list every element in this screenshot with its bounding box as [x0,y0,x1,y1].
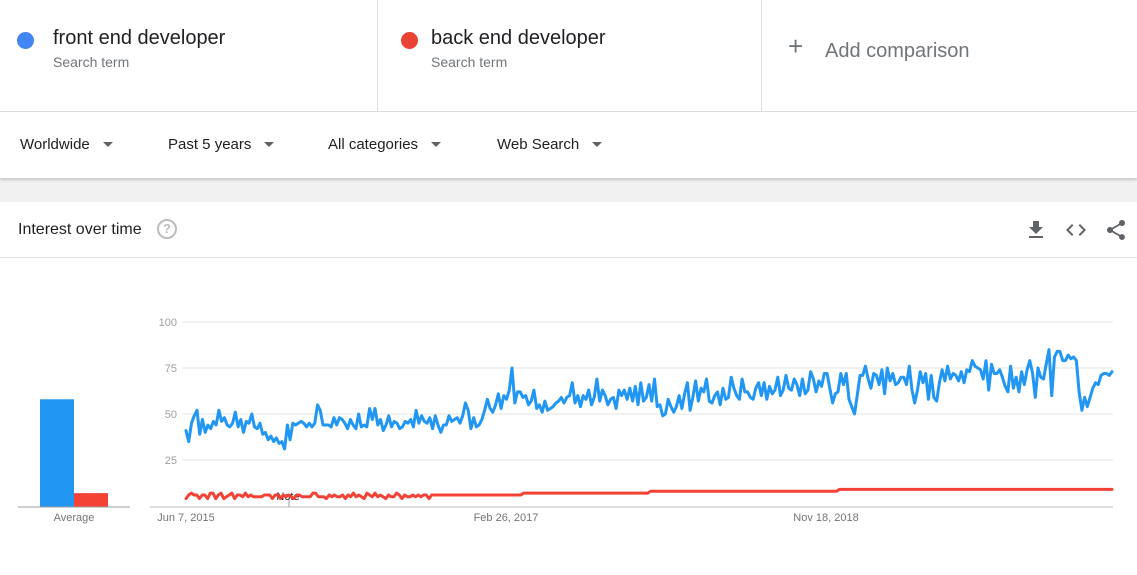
separator-band [0,178,1137,202]
x-tick-label: Jun 7, 2015 [157,512,215,524]
term-name[interactable]: back end developer [431,27,606,49]
card-title: Interest over time [18,221,142,238]
plus-icon: + [788,31,804,61]
help-icon[interactable]: ? [157,219,177,239]
search-type-label: Web Search [497,136,580,153]
term-front-end[interactable]: front end developer Search term [0,0,378,112]
interest-chart: 25 50 75 100 Jun 7, 2015 Feb 26, 2017 Nov 18, … [18,317,1114,524]
term-back-end[interactable]: back end developer Search term [378,0,762,112]
y-tick-label: 75 [165,363,177,375]
average-bar-back-end [74,493,108,507]
time-dropdown[interactable]: Past 5 years [168,136,275,153]
embed-icon[interactable] [1064,218,1088,242]
caret-down-icon [431,142,442,147]
series-color-dot-back [401,32,418,49]
search-type-dropdown[interactable]: Web Search [497,136,603,153]
region-label: Worldwide [20,136,90,153]
caret-down-icon [102,142,113,147]
term-name[interactable]: front end developer [53,27,226,49]
time-label: Past 5 years [168,136,252,153]
series-color-dot-front [17,32,34,49]
card-header: Interest over time ? [0,202,1137,258]
term-sub: Search term [431,54,508,70]
caret-down-icon [264,142,275,147]
x-tick-label: Nov 18, 2018 [793,512,858,524]
category-dropdown[interactable]: All categories [328,136,442,153]
series-line-front-end [184,348,1114,451]
y-tick-label: 25 [165,455,177,467]
x-tick-label: Feb 26, 2017 [474,512,539,524]
comparison-bar: front end developer Search term back end… [0,0,1137,112]
download-icon[interactable] [1024,218,1048,242]
series-line-back-end [184,487,1114,501]
share-icon[interactable] [1104,218,1128,242]
filter-bar: Worldwide Past 5 years All categories We… [0,112,1137,178]
interest-over-time-card: Interest over time ? 25 50 75 100 Jun 7, 201… [0,202,1137,575]
add-comparison-label: Add comparison [825,40,970,62]
y-tick-label: 100 [159,317,177,329]
average-bar-front-end [40,399,74,507]
term-sub: Search term [53,54,130,70]
region-dropdown[interactable]: Worldwide [20,136,113,153]
category-label: All categories [328,136,419,153]
add-comparison-button[interactable]: + Add comparison [762,0,1137,112]
caret-down-icon [592,142,603,147]
y-tick-label: 50 [165,409,177,421]
average-label: Average [54,512,95,524]
